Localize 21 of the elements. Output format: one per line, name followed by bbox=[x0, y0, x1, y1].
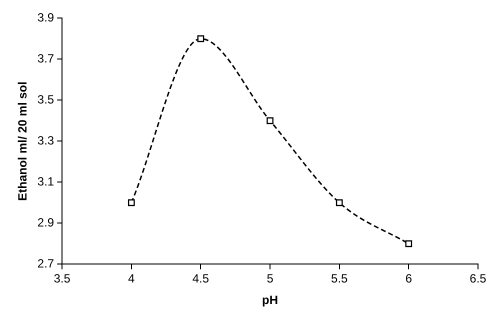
y-tick-label: 2.9 bbox=[37, 216, 54, 230]
x-tick-label: 6 bbox=[405, 272, 412, 286]
x-tick-label: 6.5 bbox=[470, 272, 487, 286]
x-tick-label: 4.5 bbox=[192, 272, 210, 286]
point bbox=[197, 35, 204, 42]
point bbox=[405, 240, 412, 248]
x-tick-label: 5 bbox=[266, 272, 274, 286]
x-axis-title: pH bbox=[262, 293, 278, 308]
y-axis-title: Ethanol ml/ 20 ml sol bbox=[16, 82, 30, 201]
y-tick-label: 3.3 bbox=[37, 134, 54, 148]
point bbox=[266, 117, 274, 124]
y-tick-label: 3.9 bbox=[37, 10, 54, 25]
point bbox=[128, 199, 135, 206]
x-tick-label: 3.5 bbox=[54, 272, 71, 286]
y-tick-label: 3.7 bbox=[37, 52, 54, 66]
x-tick-label: 5.5 bbox=[331, 272, 348, 286]
x-tick-label: 4 bbox=[128, 272, 136, 286]
point bbox=[336, 199, 343, 206]
y-tick-label: 3.1 bbox=[37, 174, 54, 189]
y-tick-label: 3.5 bbox=[37, 92, 54, 107]
y-tick-label: 2.7 bbox=[37, 256, 54, 271]
